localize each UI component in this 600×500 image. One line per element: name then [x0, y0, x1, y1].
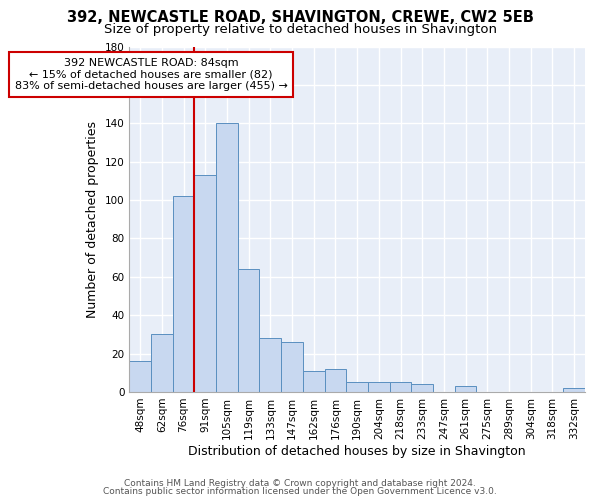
Text: Contains HM Land Registry data © Crown copyright and database right 2024.: Contains HM Land Registry data © Crown c… — [124, 478, 476, 488]
X-axis label: Distribution of detached houses by size in Shavington: Distribution of detached houses by size … — [188, 444, 526, 458]
Bar — [259, 338, 281, 392]
Bar — [238, 269, 259, 392]
Bar — [563, 388, 585, 392]
Text: Contains public sector information licensed under the Open Government Licence v3: Contains public sector information licen… — [103, 487, 497, 496]
Text: 392 NEWCASTLE ROAD: 84sqm
← 15% of detached houses are smaller (82)
83% of semi-: 392 NEWCASTLE ROAD: 84sqm ← 15% of detac… — [14, 58, 287, 91]
Bar — [325, 369, 346, 392]
Bar — [281, 342, 303, 392]
Bar — [129, 362, 151, 392]
Bar — [151, 334, 173, 392]
Bar — [389, 382, 412, 392]
Bar — [303, 371, 325, 392]
Bar — [412, 384, 433, 392]
Bar — [194, 175, 216, 392]
Y-axis label: Number of detached properties: Number of detached properties — [86, 120, 99, 318]
Bar — [346, 382, 368, 392]
Bar — [216, 124, 238, 392]
Text: Size of property relative to detached houses in Shavington: Size of property relative to detached ho… — [104, 22, 497, 36]
Text: 392, NEWCASTLE ROAD, SHAVINGTON, CREWE, CW2 5EB: 392, NEWCASTLE ROAD, SHAVINGTON, CREWE, … — [67, 10, 533, 25]
Bar — [455, 386, 476, 392]
Bar — [368, 382, 389, 392]
Bar — [173, 196, 194, 392]
